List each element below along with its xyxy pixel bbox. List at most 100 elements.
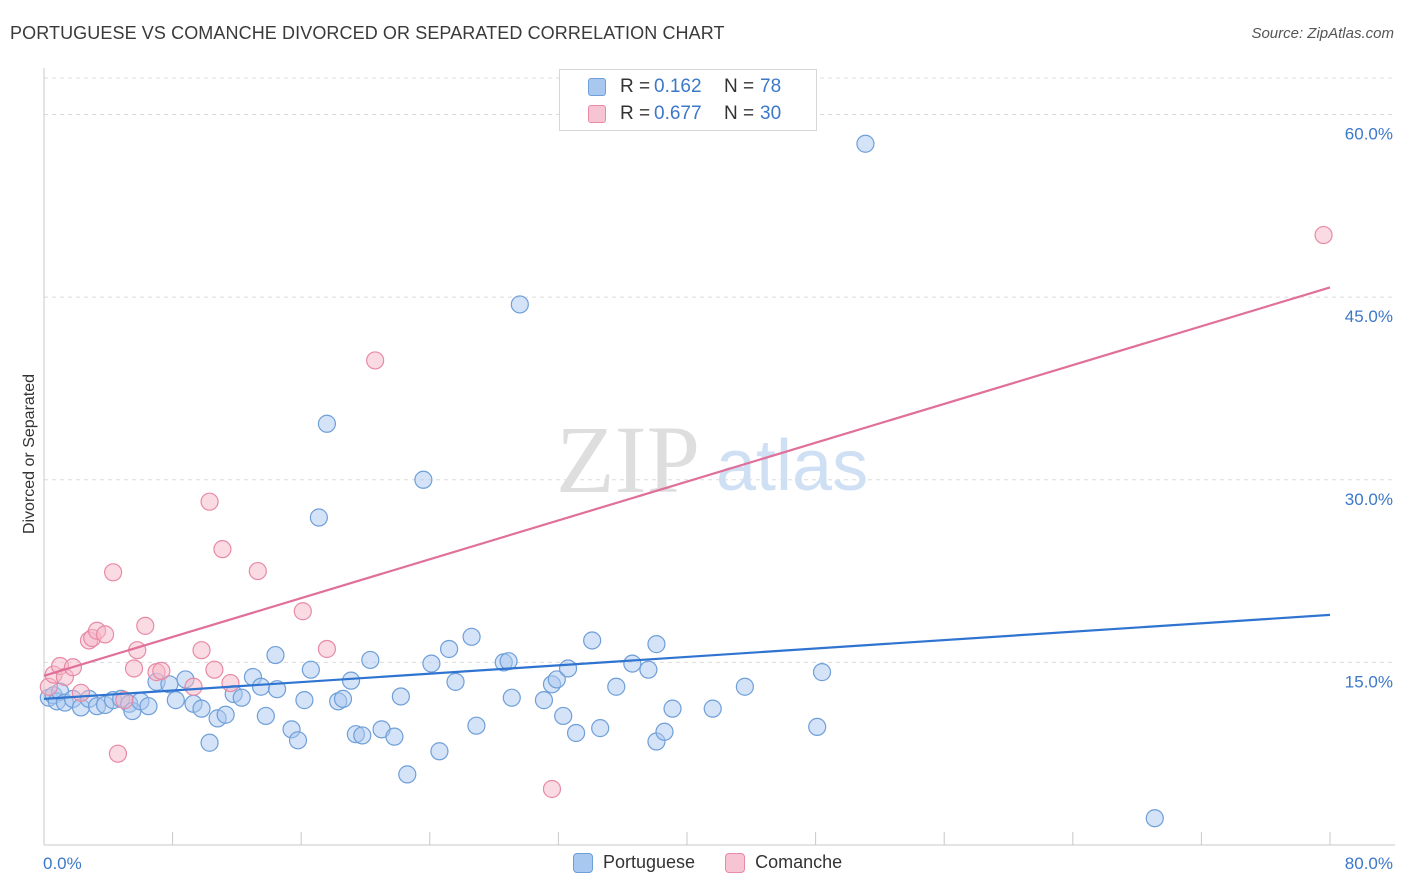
point-comanche — [205, 660, 224, 679]
point-comanche — [124, 659, 144, 678]
portuguese-swatch — [588, 78, 606, 96]
trend-line-portuguese — [43, 613, 1331, 701]
point-comanche — [366, 351, 385, 370]
point-portuguese — [566, 723, 586, 743]
point-comanche — [184, 677, 203, 696]
point-portuguese — [554, 706, 573, 726]
y-tick-label: 45.0% — [1345, 307, 1393, 326]
point-portuguese — [385, 727, 404, 746]
y-axis-label: Divorced or Separated — [21, 373, 38, 535]
point-comanche — [115, 691, 134, 710]
point-portuguese — [446, 672, 465, 691]
point-portuguese — [166, 691, 185, 710]
point-portuguese — [341, 671, 361, 690]
point-portuguese — [591, 719, 610, 738]
point-comanche — [152, 661, 171, 681]
r-value: 0.162 — [654, 76, 702, 97]
y-tick-label: 15.0% — [1345, 672, 1393, 691]
point-portuguese — [499, 652, 518, 671]
point-comanche — [95, 625, 115, 644]
point-portuguese — [547, 670, 566, 689]
point-comanche — [542, 779, 562, 799]
point-comanche — [104, 563, 123, 582]
point-portuguese — [639, 660, 658, 679]
legend-item-portuguese[interactable]: Portuguese — [573, 852, 695, 873]
point-portuguese — [288, 731, 308, 750]
point-portuguese — [808, 717, 827, 737]
point-portuguese — [703, 699, 722, 718]
x-tick-label: 80.0% — [1345, 854, 1393, 873]
point-portuguese — [256, 706, 275, 726]
point-portuguese — [502, 688, 521, 707]
n-label: N = — [724, 103, 755, 124]
r-label: R = — [620, 76, 651, 97]
point-portuguese — [139, 697, 158, 716]
legend-row-comanche: R = 0.677 N = 30 — [588, 102, 781, 126]
point-comanche — [192, 641, 211, 660]
point-portuguese — [430, 742, 449, 761]
point-portuguese — [467, 716, 486, 735]
series-legend: Portuguese Comanche — [573, 852, 872, 873]
point-portuguese — [439, 639, 459, 659]
point-portuguese — [391, 687, 410, 706]
point-portuguese — [856, 134, 875, 153]
point-comanche — [71, 683, 91, 702]
point-portuguese — [462, 627, 481, 646]
y-tick-label: 30.0% — [1345, 490, 1393, 509]
source-label: Source: ZipAtlas.com — [1251, 25, 1394, 42]
point-comanche — [200, 492, 219, 511]
point-comanche — [213, 540, 232, 559]
point-portuguese — [232, 688, 251, 707]
point-portuguese — [607, 677, 626, 696]
legend-label-portuguese: Portuguese — [603, 852, 696, 872]
point-portuguese — [735, 677, 754, 696]
point-portuguese — [333, 689, 353, 709]
point-comanche — [248, 561, 267, 581]
point-portuguese — [309, 508, 328, 527]
legend-label-comanche: Comanche — [755, 852, 843, 872]
point-portuguese — [510, 295, 529, 314]
point-portuguese — [623, 654, 642, 673]
point-portuguese — [251, 677, 271, 696]
point-portuguese — [295, 691, 314, 710]
legend-item-comanche[interactable]: Comanche — [725, 852, 842, 873]
point-portuguese — [534, 691, 554, 710]
point-comanche — [293, 602, 312, 621]
point-portuguese — [192, 699, 211, 718]
point-portuguese — [1145, 809, 1164, 828]
correlation-legend: R = 0.162 N = 78 R = 0.677 N = 30 — [559, 69, 817, 131]
point-portuguese — [361, 650, 380, 670]
chart-title: PORTUGUESE VS COMANCHE DIVORCED OR SEPAR… — [10, 23, 725, 43]
point-comanche — [136, 616, 155, 635]
legend-row-portuguese: R = 0.162 N = 78 — [588, 75, 781, 99]
point-portuguese — [647, 635, 666, 654]
point-portuguese — [216, 705, 235, 724]
point-portuguese — [317, 414, 337, 433]
comanche-swatch — [588, 105, 606, 123]
point-portuguese — [301, 660, 320, 679]
point-comanche — [317, 639, 337, 659]
point-comanche — [1314, 225, 1333, 245]
comanche-swatch — [725, 852, 746, 873]
point-portuguese — [812, 663, 832, 682]
point-portuguese — [663, 699, 682, 718]
point-comanche — [221, 673, 240, 693]
point-portuguese — [583, 631, 602, 650]
y-tick-label: 60.0% — [1345, 125, 1393, 144]
point-comanche — [108, 744, 128, 763]
x-tick-label: 0.0% — [43, 854, 82, 873]
point-portuguese — [414, 470, 433, 489]
point-portuguese — [353, 726, 372, 745]
point-portuguese — [558, 659, 578, 678]
watermark-zip: ZIP — [556, 406, 700, 513]
n-value: 30 — [760, 103, 782, 124]
n-label: N = — [724, 76, 755, 97]
point-portuguese — [655, 722, 674, 741]
portuguese-swatch — [573, 852, 593, 873]
n-value: 78 — [760, 76, 782, 97]
point-portuguese — [422, 654, 441, 673]
point-portuguese — [266, 645, 285, 665]
r-label: R = — [620, 103, 651, 124]
trend-line-comanche — [43, 286, 1331, 677]
